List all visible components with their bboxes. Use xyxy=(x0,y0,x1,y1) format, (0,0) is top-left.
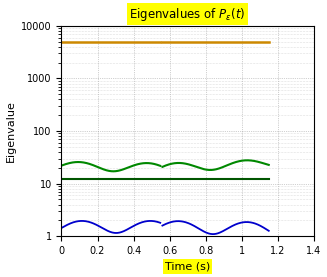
Y-axis label: Eigenvalue: Eigenvalue xyxy=(6,100,16,162)
Title: Eigenvalues of $P_\varepsilon(t)$: Eigenvalues of $P_\varepsilon(t)$ xyxy=(129,6,246,22)
X-axis label: Time (s): Time (s) xyxy=(165,261,210,271)
